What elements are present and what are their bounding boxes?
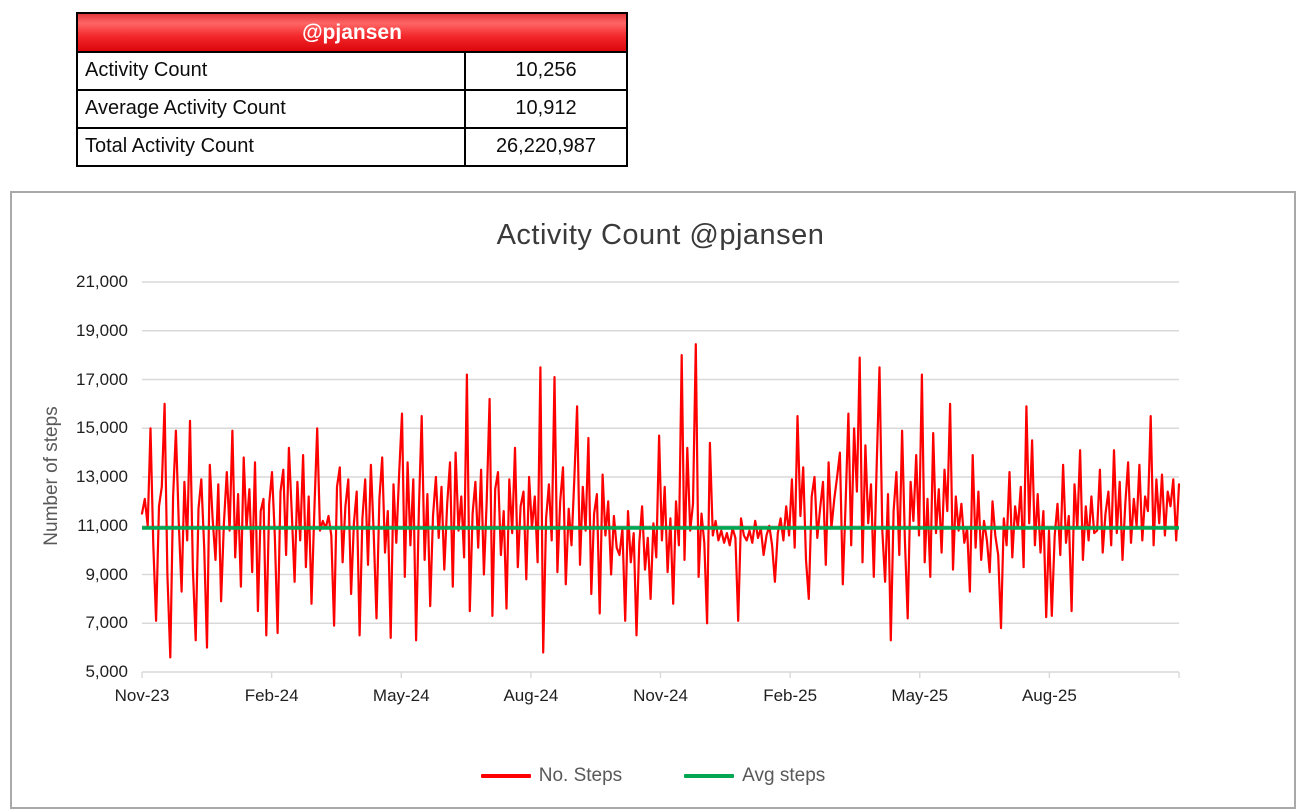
- row-value[interactable]: 10,256: [515, 59, 577, 81]
- table-row: Average Activity Count 10,912: [78, 91, 626, 129]
- y-axis-tick-label: 15,000: [76, 418, 128, 438]
- y-axis-tick-label: 9,000: [85, 564, 128, 584]
- legend-item-avg-steps[interactable]: Avg steps: [684, 765, 825, 787]
- row-label[interactable]: Average Activity Count: [78, 91, 466, 127]
- legend-no-steps-label: No. Steps: [538, 765, 623, 786]
- legend-item-no-steps[interactable]: No. Steps: [480, 765, 623, 787]
- x-axis-tick-label: Aug-25: [1021, 686, 1077, 705]
- y-axis-tick-label: 7,000: [85, 613, 128, 633]
- x-axis-tick-label: Feb-24: [244, 686, 299, 705]
- legend-avg-steps-label: Avg steps: [742, 765, 826, 786]
- y-axis-tick-label: 19,000: [76, 320, 128, 340]
- row-label[interactable]: Total Activity Count: [78, 129, 466, 165]
- row-value[interactable]: 26,220,987: [495, 135, 597, 157]
- stats-table: @pjansen Activity Count 10,256 Average A…: [76, 12, 628, 167]
- y-axis-tick-label: 13,000: [76, 467, 128, 486]
- y-axis-tick-label: 11,000: [77, 515, 128, 535]
- y-axis-tick-label: 17,000: [76, 369, 128, 389]
- x-axis-tick-label: Feb-25: [763, 686, 818, 705]
- activity-chart[interactable]: Activity Count @pjansen Number of steps …: [10, 191, 1296, 809]
- y-axis-tick-label: 5,000: [85, 662, 128, 681]
- x-axis-tick-label: May-24: [372, 686, 430, 705]
- chart-legend: No. Steps Avg steps: [12, 765, 1294, 787]
- x-axis-tick-label: Aug-24: [503, 686, 559, 705]
- table-row: Activity Count 10,256: [78, 53, 626, 91]
- y-axis-tick-label: 21,000: [76, 272, 128, 291]
- table-row: Total Activity Count 26,220,987: [78, 129, 626, 165]
- x-axis-tick-label: Nov-24: [633, 686, 688, 705]
- x-axis-tick-label: May-25: [891, 686, 949, 705]
- chart-title: Activity Count @pjansen: [496, 219, 825, 251]
- legend-no-steps-line: [480, 774, 531, 778]
- stats-table-header[interactable]: @pjansen: [78, 14, 626, 53]
- legend-avg-steps-line: [684, 774, 735, 778]
- row-label[interactable]: Activity Count: [78, 53, 466, 89]
- x-axis-tick-label: Nov-23: [114, 686, 170, 705]
- row-value[interactable]: 10,912: [515, 97, 577, 119]
- plot-svg: [140, 281, 1181, 678]
